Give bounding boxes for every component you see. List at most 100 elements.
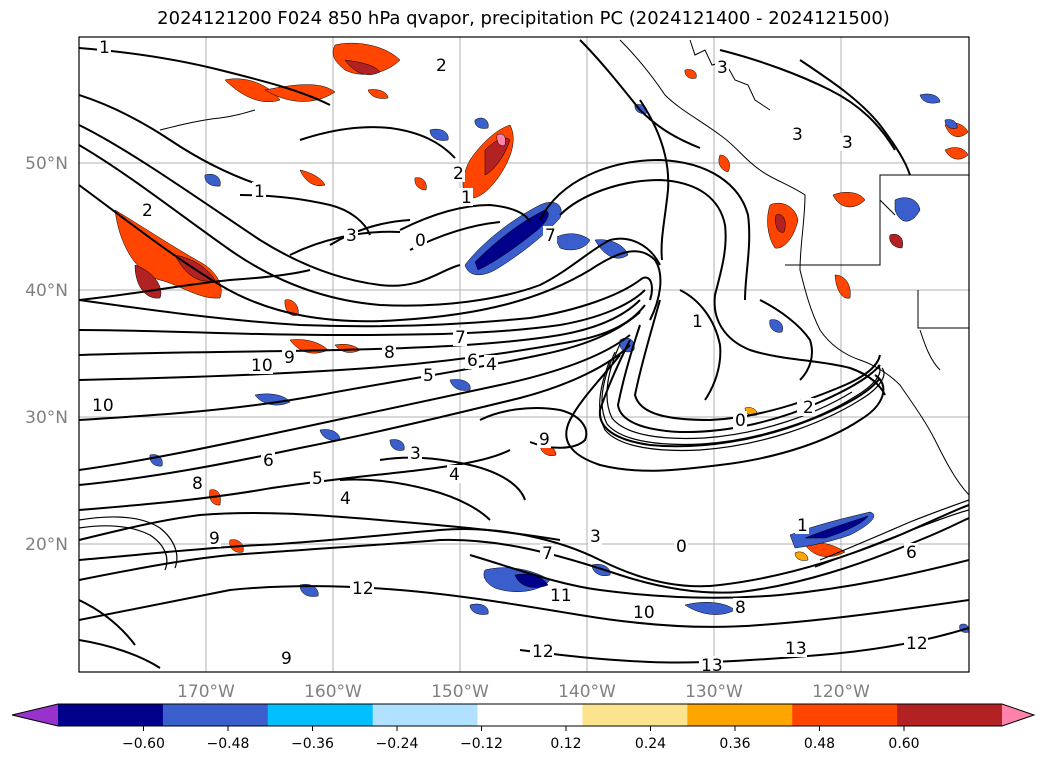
colorbar-cell	[162, 704, 269, 726]
contour-label: 8	[735, 598, 746, 618]
colorbar-cell	[267, 704, 374, 726]
contour-label-bg	[451, 164, 465, 182]
contour-label-bg	[904, 543, 918, 561]
contour-label: 3	[842, 133, 853, 153]
contour-label-bg	[261, 451, 275, 469]
lon-axis: 170°W 160°W 150°W 140°W 130°W 120°W	[177, 682, 870, 702]
contour-label: 5	[312, 469, 323, 489]
contour-label: 1	[254, 182, 265, 202]
contour-label: 7	[545, 226, 556, 246]
contour-label: 3	[717, 58, 728, 78]
contour-label: 5	[423, 366, 434, 386]
colorbar-tick-label: −0.60	[122, 736, 165, 752]
colorbar-ticks: −0.60 −0.48 −0.36 −0.24 −0.12 0.12 0.24 0.36 0.4…	[122, 726, 920, 752]
contour-label-bg	[733, 598, 747, 616]
contour-label: 3	[410, 444, 421, 464]
contour-label: 2	[453, 164, 464, 184]
contour-label: 0	[735, 411, 746, 431]
lat-axis: 50°N 40°N 30°N 20°N	[25, 154, 68, 555]
contour-lines	[79, 39, 969, 669]
contour-label-bg	[790, 125, 804, 143]
map-panel	[79, 37, 969, 672]
colorbar-cell	[58, 704, 164, 726]
contour-label-bg	[421, 366, 435, 384]
contour-label-bg	[530, 642, 554, 660]
contour-label: 2	[803, 398, 814, 418]
lon-label: 120°W	[812, 682, 870, 702]
contour-label: 4	[449, 465, 460, 485]
contour-label: 3	[590, 527, 601, 547]
contour-label-bg	[801, 398, 815, 416]
colorbar-tick-label: 0.36	[719, 736, 750, 752]
lon-label: 170°W	[177, 682, 235, 702]
gridlines	[79, 37, 969, 672]
contour-label: 6	[906, 543, 917, 563]
contour-label: 1	[461, 188, 472, 208]
contour-label-bg	[282, 348, 296, 366]
contour-label: 9	[281, 649, 292, 669]
contour-label: 3	[346, 226, 357, 246]
contour-label-bg	[344, 226, 358, 244]
contour-label-bg	[540, 544, 554, 562]
lon-label: 160°W	[304, 682, 362, 702]
contour-label-bg	[453, 328, 467, 346]
colorbar-cell	[897, 704, 1003, 726]
contour-label: 12	[532, 642, 554, 662]
colorbar-cells	[12, 704, 1034, 726]
colorbar-extend-high	[1002, 704, 1034, 726]
contour-label-bg	[249, 356, 273, 374]
contour-label: 12	[352, 579, 374, 599]
contour-labels: 1231233121307109876451010934568741291110…	[90, 38, 928, 672]
contour-label: 3	[792, 125, 803, 145]
colorbar-tick-label: 0.24	[635, 736, 666, 752]
contour-label: 8	[384, 343, 395, 363]
lon-label: 140°W	[558, 682, 616, 702]
contour-label-bg	[840, 133, 854, 151]
contour-label-bg	[795, 516, 809, 534]
contour-label: 0	[676, 537, 687, 557]
contour-label: 4	[486, 355, 497, 375]
contour-label: 10	[633, 603, 655, 623]
contour-label-bg	[783, 639, 807, 657]
contour-label-bg	[310, 469, 324, 487]
contour-label: 6	[467, 351, 478, 371]
contour-label: 12	[906, 634, 928, 654]
contour-label-bg	[382, 343, 396, 361]
contour-label-bg	[733, 411, 747, 429]
contour-label: 9	[539, 430, 550, 450]
contour-label-bg	[690, 312, 704, 330]
contour-label-bg	[543, 226, 557, 244]
contour-label: 7	[542, 544, 553, 564]
colorbar-tick-label: −0.12	[460, 736, 503, 752]
contour-label-bg	[484, 355, 498, 373]
contour-label-bg	[699, 656, 723, 672]
colorbar-tick-label: −0.48	[207, 736, 250, 752]
map-frame	[78, 36, 970, 673]
contour-label: 13	[785, 639, 807, 659]
contour-label-bg	[537, 430, 551, 448]
contour-label-bg	[279, 649, 293, 667]
colorbar-tick-label: 0.60	[888, 736, 919, 752]
colorbar-cell	[372, 704, 479, 726]
coastlines	[159, 39, 969, 496]
contour-label: 10	[92, 396, 114, 416]
colorbar-cell	[792, 704, 898, 726]
contour-label-bg	[588, 527, 602, 545]
contour-label: 10	[251, 356, 273, 376]
contour-label-bg	[413, 231, 427, 249]
contour-label-bg	[252, 182, 266, 200]
contour-label-bg	[338, 489, 352, 507]
contour-label: 4	[340, 489, 351, 509]
contour-label: 6	[263, 451, 274, 471]
colorbar-cell	[582, 704, 688, 726]
contour-label: 2	[436, 56, 447, 76]
contour-label: 1	[99, 38, 110, 58]
colorbar-cell	[477, 704, 583, 726]
contour-label: 9	[284, 348, 295, 368]
colorbar-tick-label: −0.36	[291, 736, 334, 752]
contour-label-bg	[904, 634, 928, 652]
colorbar-outline	[11, 703, 1036, 727]
contour-label: 1	[692, 312, 703, 332]
colorbar-tick-label: 0.12	[550, 736, 581, 752]
contour-label-bg	[408, 444, 422, 462]
